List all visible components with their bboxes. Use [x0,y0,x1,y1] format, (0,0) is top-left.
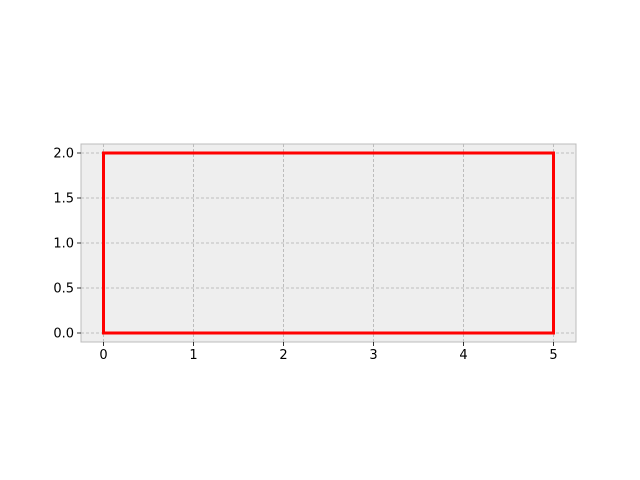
y-tick-label: 2.0 [53,147,74,162]
x-tick-label: 2 [279,348,287,363]
x-tick-label: 0 [99,348,107,363]
y-tick-label: 1.0 [53,237,74,252]
x-tick-label: 4 [459,348,467,363]
series-layer [102,151,555,335]
y-tick-label: 0.0 [53,327,74,342]
x-axis: 0 1 2 3 4 5 [99,342,558,363]
x-tick-label: 5 [549,348,557,363]
y-tick-label: 1.5 [53,192,74,207]
y-axis: 0.0 0.5 1.0 1.5 2.0 [53,147,81,342]
series-line-0 [102,151,555,335]
x-tick-label: 3 [369,348,377,363]
y-tick-label: 0.5 [53,282,74,297]
x-tick-label: 1 [189,348,197,363]
